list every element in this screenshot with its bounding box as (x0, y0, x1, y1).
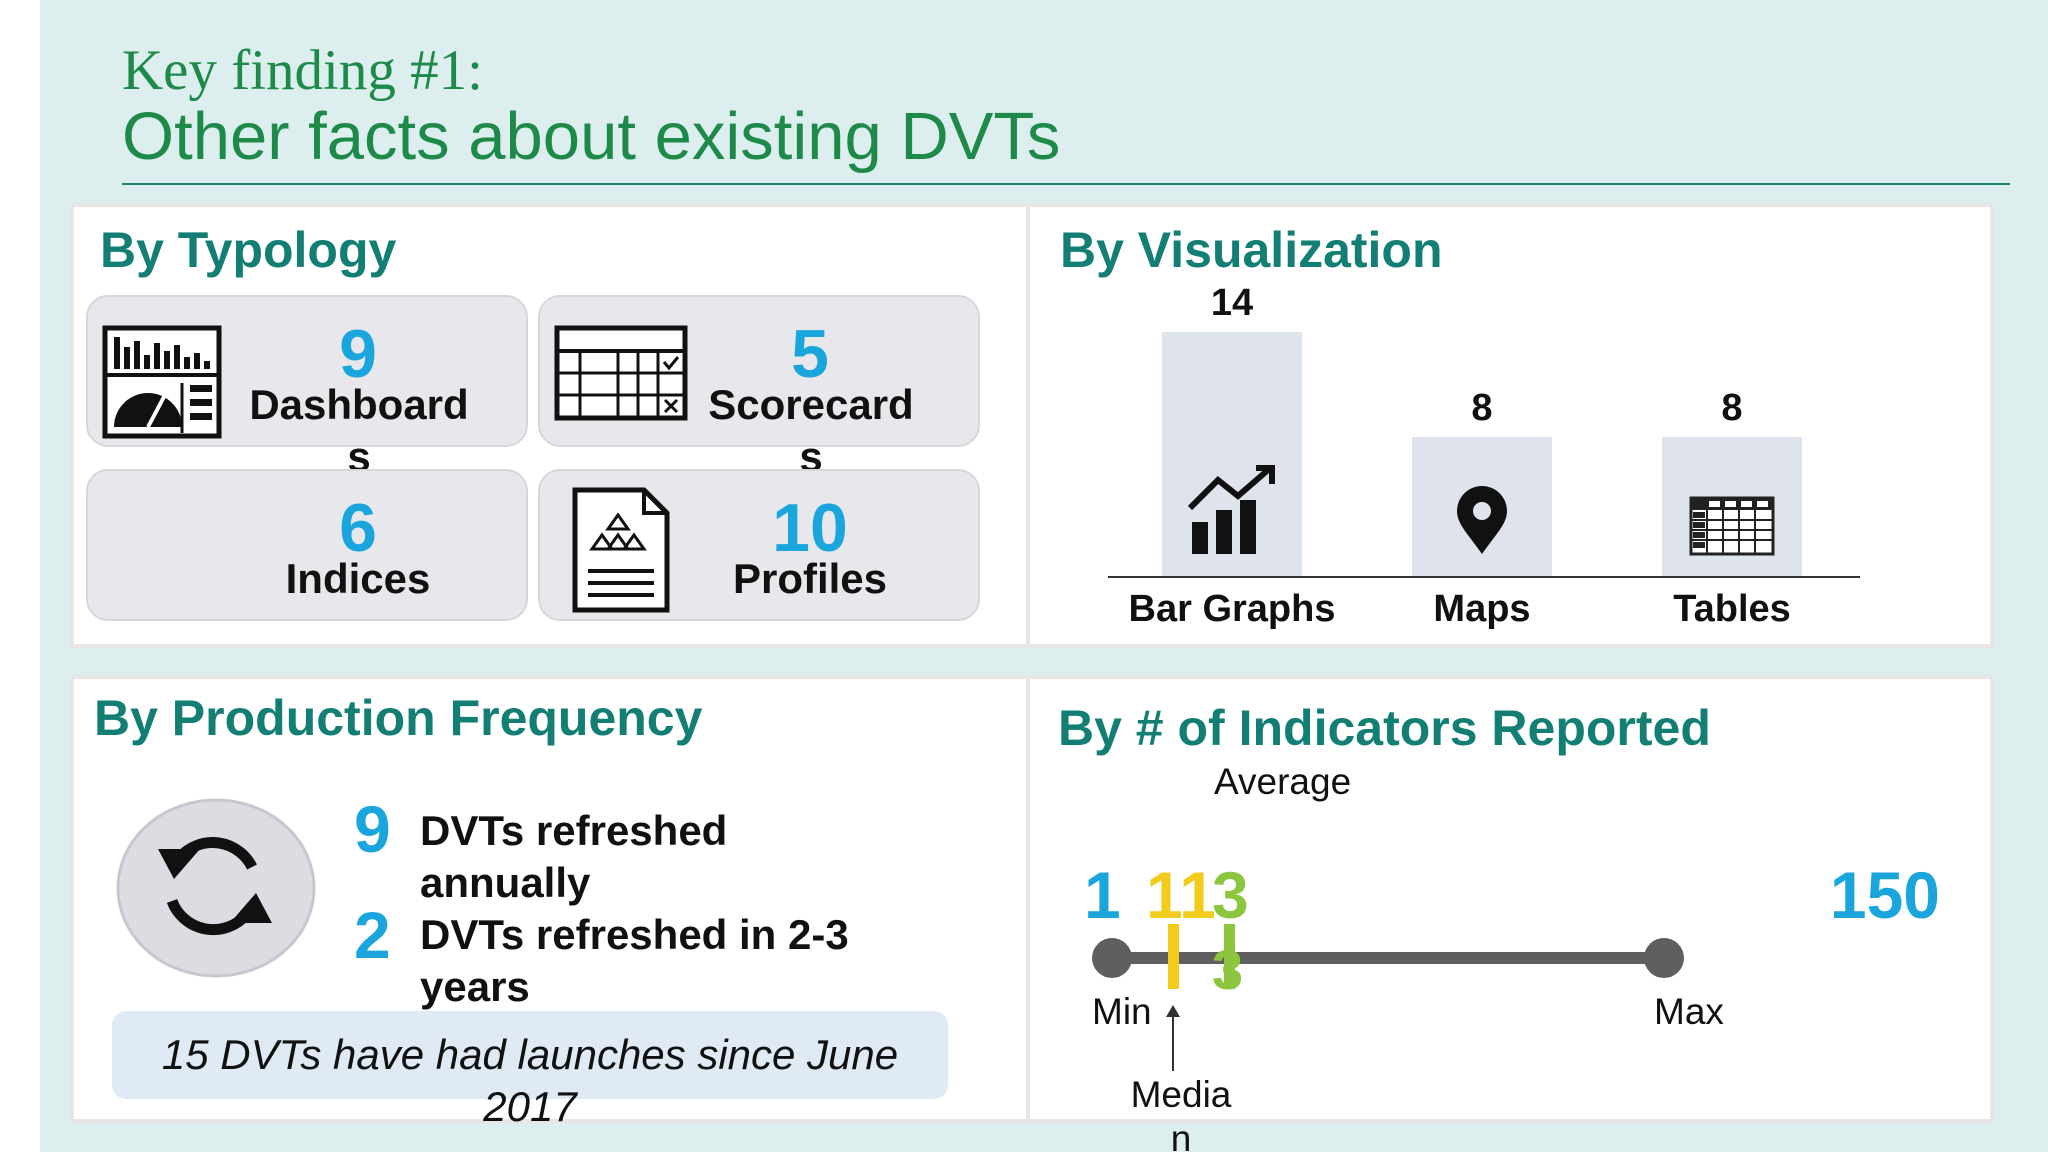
frequency-count: 2 (354, 898, 391, 972)
typology-tile-profiles: 10 Profiles (538, 469, 980, 621)
max-label: Max (1654, 991, 1724, 1032)
visualization-chart: 14 8 8 (1030, 207, 1990, 644)
frequency-text: DVTs refreshed in 2-3 years (420, 911, 849, 1010)
indicators-heading: By # of Indicators Reported (1058, 700, 1711, 756)
typology-count: 10 (772, 490, 848, 566)
slide-title: Other facts about existing DVTs (122, 99, 1061, 174)
bar-graph-icon (1186, 464, 1278, 561)
bar-value-label: 8 (1721, 386, 1743, 429)
typology-tile-dashboards: 9 Dashboards (86, 295, 528, 480)
max-value: 150 (1829, 858, 1940, 932)
launch-note: 15 DVTs have had launches since June 201… (161, 1031, 899, 1130)
min-label: Min (1092, 991, 1152, 1032)
median-label: Median (1130, 1074, 1232, 1152)
average-value: 3 (1212, 858, 1249, 932)
visualization-panel: By Visualization 14 8 8 (1026, 203, 1994, 648)
frequency-text: DVTs refreshed annually (420, 807, 728, 906)
slide-kicker: Key finding #1: (122, 39, 483, 102)
launch-note-box (112, 1011, 948, 1099)
typology-label: Profiles (732, 555, 888, 602)
table-icon (1689, 496, 1775, 561)
bar-value-label: 8 (1471, 386, 1493, 429)
typology-tile-scorecards: 5 Scorecards (538, 295, 980, 480)
typology-count: 5 (791, 316, 829, 392)
median-pointer-arrowhead (1166, 1005, 1180, 1017)
typology-count: 6 (339, 490, 377, 566)
frequency-panel: By Production Frequency 9 DVTs refreshed… (70, 675, 1036, 1130)
min-value: 1 (1084, 858, 1121, 932)
frequency-count: 9 (354, 792, 391, 866)
average-label: Average (1214, 761, 1352, 802)
frequency-heading: By Production Frequency (94, 690, 703, 746)
slide: Key finding #1: Other facts about existi… (40, 0, 2048, 1152)
range-line (1112, 952, 1664, 964)
bar-category-label: Maps (1433, 588, 1531, 630)
bar-category-label: Bar Graphs (1128, 588, 1336, 630)
bar-value-label: 14 (1210, 282, 1254, 325)
map-pin-icon (1454, 486, 1510, 561)
dashboard-icon (102, 325, 222, 444)
typology-panel: By Typology (70, 203, 1036, 648)
typology-label: Dashboards (249, 381, 469, 480)
scorecard-icon (554, 325, 688, 426)
profile-document-icon (572, 487, 670, 618)
typology-tile-indices: 6 Indices (86, 469, 528, 621)
average-marker (1224, 924, 1235, 989)
bar-category-label: Tables (1673, 588, 1791, 630)
refresh-icon (114, 797, 318, 984)
typology-label: Indices (285, 555, 431, 602)
chart-baseline (1108, 576, 1860, 578)
median-value: 11 (1146, 858, 1216, 932)
typology-count: 9 (339, 316, 377, 392)
indicators-panel: By # of Indicators Reported Average 1 11… (1026, 675, 1994, 1152)
title-divider (122, 183, 2010, 185)
max-marker (1644, 938, 1684, 978)
typology-heading: By Typology (100, 222, 397, 278)
min-marker (1092, 938, 1132, 978)
median-marker (1168, 924, 1179, 989)
typology-label: Scorecards (708, 381, 914, 480)
average-overlap-value: 3 (1212, 938, 1244, 1001)
visualization-heading: By Visualization (1060, 222, 1443, 278)
median-pointer (1172, 1011, 1174, 1071)
